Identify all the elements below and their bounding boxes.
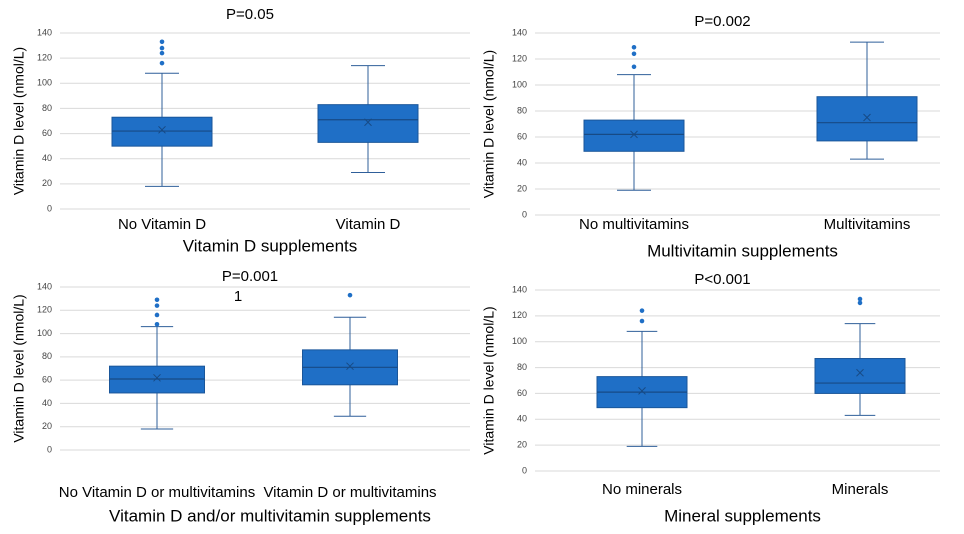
outlier: [639, 318, 645, 324]
y-tick-label: 100: [512, 79, 527, 89]
y-tick-label: 120: [37, 305, 52, 315]
y-tick-label: 0: [522, 465, 527, 475]
outlier: [159, 45, 165, 51]
y-tick-label: 40: [42, 153, 52, 163]
chart-title: P=0.002: [694, 13, 750, 30]
chart-title: P=0.001: [222, 268, 278, 285]
x-tick-label: No multivitamins: [579, 216, 689, 233]
outlier: [159, 60, 165, 66]
y-tick-label: 120: [512, 53, 527, 63]
mean-marker: [630, 130, 638, 139]
x-tick-label: No minerals: [602, 481, 682, 498]
y-tick-label: 80: [42, 351, 52, 361]
y-tick-label: 100: [37, 328, 52, 338]
y-tick-label: 20: [517, 440, 527, 450]
mean-marker: [364, 118, 372, 127]
outlier: [154, 312, 160, 318]
y-tick-label: 60: [42, 128, 52, 138]
y-tick-label: 60: [42, 375, 52, 385]
y-axis-label: Vitamin D level (nmol/L): [11, 294, 27, 442]
y-tick-label: 40: [42, 398, 52, 408]
outlier: [631, 45, 637, 50]
outlier: [154, 321, 160, 327]
y-tick-label: 20: [517, 183, 527, 193]
outlier: [857, 296, 863, 302]
y-tick-label: 80: [42, 103, 52, 113]
mean-marker: [158, 125, 166, 134]
y-tick-label: 80: [517, 362, 527, 372]
chart-title: P=0.05: [226, 6, 274, 23]
y-tick-label: 100: [512, 336, 527, 346]
outlier: [159, 50, 165, 56]
y-tick-label: 140: [37, 281, 52, 291]
box: [816, 96, 918, 142]
x-tick-label: Vitamin D: [336, 216, 401, 233]
y-tick-label: 140: [512, 27, 527, 37]
outlier: [154, 303, 160, 308]
x-tick-label: Vitamin D or multivitamins: [263, 484, 436, 501]
box: [583, 119, 685, 152]
x-axis-label: Multivitamin supplements: [647, 241, 838, 260]
y-axis-label: Vitamin D level (nmol/L): [481, 50, 497, 198]
outlier: [857, 300, 863, 306]
chart-title: P<0.001: [694, 271, 750, 288]
box: [111, 116, 213, 147]
y-tick-label: 80: [517, 105, 527, 115]
box: [317, 104, 419, 143]
mean-marker: [638, 386, 646, 395]
x-tick-label: No Vitamin D: [118, 216, 206, 233]
y-tick-label: 0: [47, 444, 52, 454]
box: [814, 358, 906, 394]
mean-marker: [856, 368, 864, 377]
outlier: [347, 292, 353, 298]
outlier: [639, 308, 645, 313]
x-tick-label: No Vitamin D or multivitamins: [59, 484, 255, 501]
y-tick-label: 120: [37, 53, 52, 63]
x-axis-label: Vitamin D supplements: [183, 236, 358, 255]
mean-marker: [863, 113, 871, 122]
x-tick-label: Multivitamins: [824, 216, 911, 233]
y-tick-label: 60: [517, 388, 527, 398]
outlier: [154, 297, 160, 303]
y-axis-label: Vitamin D level (nmol/L): [481, 306, 497, 454]
y-tick-label: 40: [517, 414, 527, 424]
x-tick-label: Minerals: [832, 481, 889, 498]
outlier: [631, 51, 637, 57]
y-tick-label: 60: [517, 131, 527, 141]
y-tick-label: 0: [522, 209, 527, 219]
y-tick-label: 20: [42, 421, 52, 431]
y-tick-label: 100: [37, 78, 52, 88]
outlier: [159, 39, 165, 45]
y-tick-label: 120: [512, 310, 527, 320]
outlier: [631, 64, 637, 70]
y-tick-label: 0: [47, 203, 52, 213]
mean-marker: [346, 362, 354, 371]
mean-marker: [153, 373, 161, 382]
annotation: 1: [234, 288, 242, 305]
y-tick-label: 140: [37, 27, 52, 37]
x-axis-label: Vitamin D and/or multivitamin supplement…: [109, 506, 431, 525]
y-tick-label: 20: [42, 178, 52, 188]
y-tick-label: 40: [517, 157, 527, 167]
y-tick-label: 140: [512, 284, 527, 294]
y-axis-label: Vitamin D level (nmol/L): [11, 47, 27, 195]
x-axis-label: Mineral supplements: [664, 506, 821, 525]
